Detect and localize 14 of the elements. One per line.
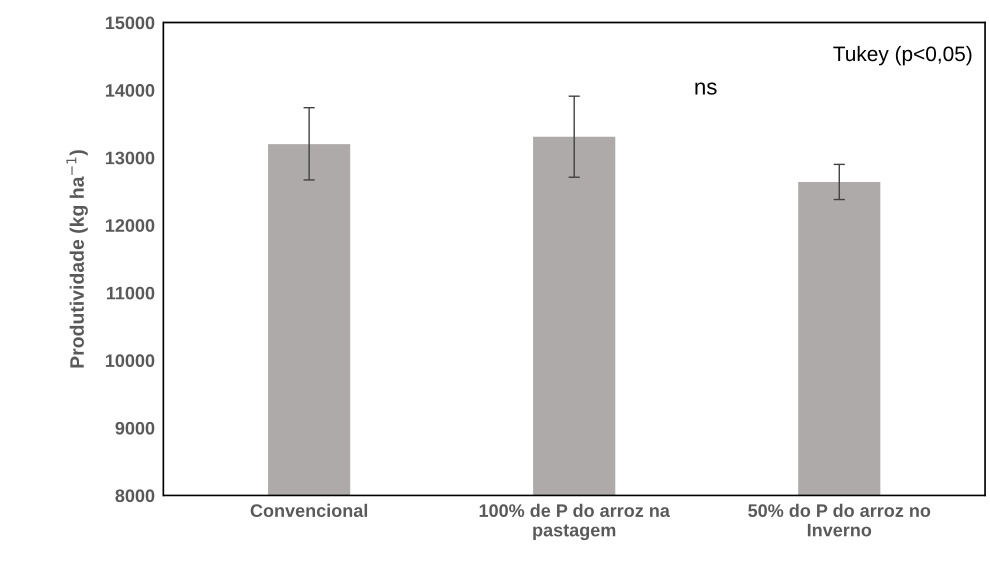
x-tick-label: 50% do P do arroz no Inverno: [748, 504, 930, 536]
y-tick-label: 14000: [106, 84, 154, 97]
y-tick-label: 10000: [106, 354, 154, 368]
y-tick-label: 11000: [106, 286, 154, 300]
y-tick-label: 8000: [115, 489, 154, 502]
annotation: ns: [695, 82, 717, 95]
y-tick-label: 13000: [106, 152, 154, 164]
annotation: Tukey (p<0,05): [833, 46, 972, 66]
y-tick-label: 12000: [106, 219, 154, 232]
y-axis-title: Produtividade (kg ha$^{−1}$): [66, 150, 88, 368]
x-tick-label: Convencional: [250, 504, 368, 518]
y-tick-label: 9000: [115, 422, 154, 435]
y-tick-label: 15000: [106, 16, 154, 30]
x-tick-label: 100% de P do arroz na pastagem: [480, 504, 670, 540]
